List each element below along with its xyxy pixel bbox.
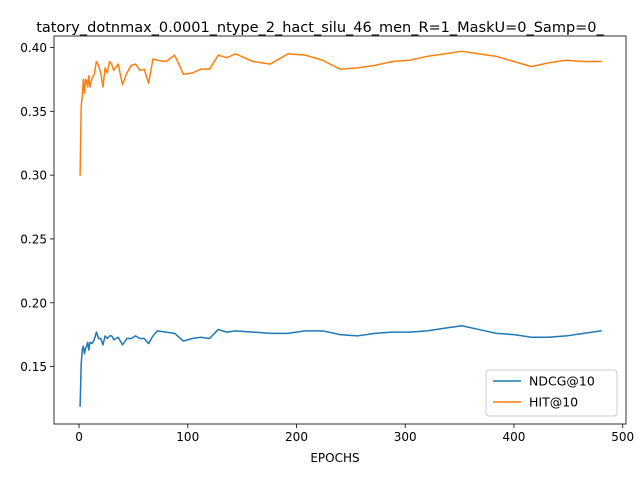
y-tick-label: 0.30 [20,169,47,183]
legend-label-ndcg: NDCG@10 [529,374,595,389]
y-axis: 0.15 0.20 0.25 0.30 0.35 0.40 [20,41,54,374]
x-tick-label: 300 [394,430,417,444]
x-tick-label: 0 [75,430,83,444]
chart-title: tatory_dotnmax_0.0001_ntype_2_hact_silu_… [36,20,604,36]
series-line-ndcg [79,324,602,407]
x-tick-label: 100 [176,430,199,444]
x-axis: 0 100 200 300 400 500 [75,424,634,444]
x-tick-label: 500 [611,430,634,444]
legend-label-hit: HIT@10 [529,395,578,410]
plot-area [53,35,627,425]
y-tick-label: 0.25 [20,232,47,246]
x-tick-label: 400 [503,430,526,444]
x-tick-label: 200 [285,430,308,444]
series-layer [79,50,602,407]
y-tick-label: 0.15 [20,360,47,374]
y-tick-label: 0.35 [20,105,47,119]
y-tick-label: 0.20 [20,296,47,310]
x-axis-label: EPOCHS [310,451,359,465]
series-line-hit [79,50,602,176]
legend: NDCG@10 HIT@10 [485,369,618,417]
y-tick-label: 0.40 [20,41,47,55]
plot-frame [53,35,627,425]
